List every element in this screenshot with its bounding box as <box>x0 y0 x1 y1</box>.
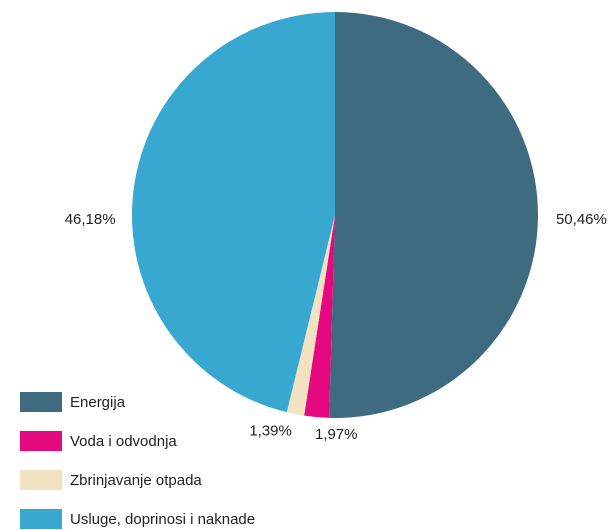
legend-label: Usluge, doprinosi i naknade <box>70 511 255 528</box>
data-label: 1,97% <box>315 426 358 443</box>
pie-slice <box>304 215 335 418</box>
legend-swatch <box>20 509 62 529</box>
pie-slice <box>131 12 335 413</box>
legend-label: Energija <box>70 394 126 411</box>
data-label: 50,46% <box>556 211 607 228</box>
legend-swatch <box>20 431 62 451</box>
legend-swatch <box>20 470 62 490</box>
data-label: 1,39% <box>249 423 292 440</box>
pie-slice <box>329 12 538 418</box>
legend-swatch <box>20 392 62 412</box>
data-label: 46,18% <box>65 211 116 228</box>
legend-label: Voda i odvodnja <box>70 433 177 450</box>
legend-label: Zbrinjavanje otpada <box>70 472 202 489</box>
pie-slice <box>286 215 335 416</box>
